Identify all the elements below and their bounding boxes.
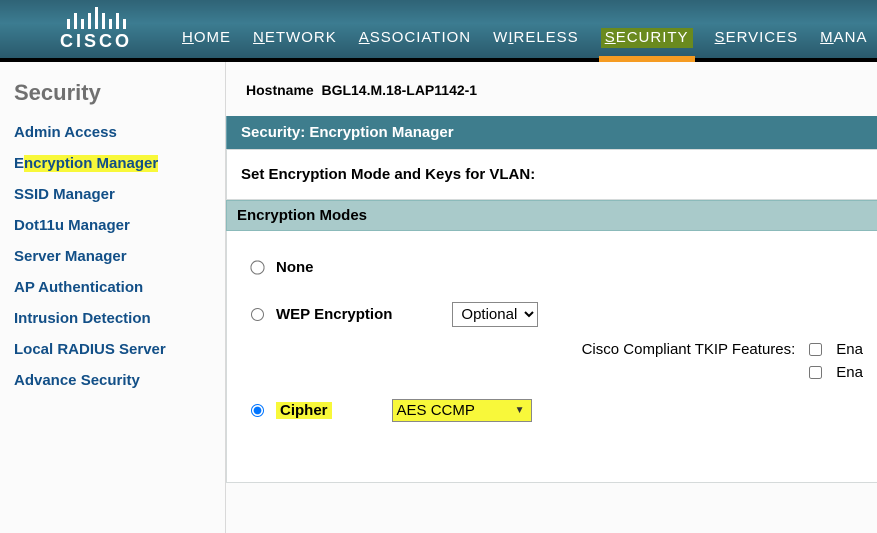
sidebar-item-local-radius[interactable]: Local RADIUS Server <box>14 341 211 358</box>
nav-wireless[interactable]: WIRELESS <box>493 29 579 48</box>
encryption-modes-body: None WEP Encryption Optional Cisco Compl… <box>226 231 877 483</box>
option-none-row: None <box>251 259 863 276</box>
sidebar-item-admin-access[interactable]: Admin Access <box>14 124 211 141</box>
label-none: None <box>276 259 314 276</box>
sidebar-item-ap-authentication[interactable]: AP Authentication <box>14 279 211 296</box>
sidebar: Security Admin Access Encryption Manager… <box>0 62 226 533</box>
cisco-logo: CISCO <box>60 5 132 52</box>
sidebar-item-intrusion-detection[interactable]: Intrusion Detection <box>14 310 211 327</box>
encmgr-highlight: ncryption Manager <box>24 155 158 172</box>
top-bar: CISCO HOME NETWORK ASSOCIATION WIRELESS … <box>0 0 877 62</box>
sidebar-item-advance-security[interactable]: Advance Security <box>14 372 211 389</box>
tkip-ena-1: Ena <box>836 341 863 358</box>
option-cipher-row: Cipher AES CCMP <box>251 399 863 422</box>
nav-association[interactable]: ASSOCIATION <box>359 29 471 48</box>
hostname-label: Hostname <box>246 82 314 98</box>
nav-security[interactable]: SECURITY <box>601 28 693 48</box>
checkbox-tkip-2[interactable] <box>809 364 822 381</box>
sidebar-title: Security <box>14 80 211 106</box>
tkip-features-row: Cisco Compliant TKIP Features: Ena <box>251 341 863 358</box>
label-wep: WEP Encryption <box>276 306 392 323</box>
nav-home[interactable]: HOME <box>182 29 231 48</box>
sidebar-item-server-manager[interactable]: Server Manager <box>14 248 211 265</box>
cipher-select[interactable]: AES CCMP <box>392 399 532 422</box>
nav-network[interactable]: NETWORK <box>253 29 337 48</box>
main-layout: Security Admin Access Encryption Manager… <box>0 62 877 533</box>
tkip-features-row-2: Ena <box>251 364 863 381</box>
tkip-ena-2: Ena <box>836 364 863 381</box>
cisco-logo-icon <box>67 5 126 29</box>
brand-text: CISCO <box>60 31 132 52</box>
top-nav: HOME NETWORK ASSOCIATION WIRELESS SECURI… <box>182 28 867 48</box>
nav-services[interactable]: SERVICES <box>715 29 799 48</box>
option-wep-row: WEP Encryption Optional <box>251 302 863 327</box>
radio-cipher[interactable] <box>251 404 264 417</box>
tkip-label: Cisco Compliant TKIP Features: <box>582 341 796 358</box>
sidebar-item-ssid-manager[interactable]: SSID Manager <box>14 186 211 203</box>
hostname-value: BGL14.M.18-LAP1142-1 <box>321 82 477 98</box>
radio-wep[interactable] <box>251 308 264 321</box>
label-cipher: Cipher <box>276 402 332 419</box>
panel-title: Security: Encryption Manager <box>226 116 877 149</box>
cipher-select-value: AES CCMP <box>397 402 475 419</box>
encmgr-prefix: E <box>14 155 24 172</box>
radio-none[interactable] <box>250 260 264 274</box>
sidebar-item-encryption-manager[interactable]: Encryption Manager <box>14 155 211 172</box>
sidebar-item-dot11u-manager[interactable]: Dot11u Manager <box>14 217 211 234</box>
panel-subtitle: Set Encryption Mode and Keys for VLAN: <box>226 149 877 200</box>
nav-management[interactable]: MANA <box>820 29 867 48</box>
wep-select[interactable]: Optional <box>452 302 538 327</box>
content-area: Hostname BGL14.M.18-LAP1142-1 Security: … <box>226 62 877 533</box>
checkbox-tkip-1[interactable] <box>809 343 822 356</box>
encryption-modes-title: Encryption Modes <box>226 200 877 231</box>
hostname-row: Hostname BGL14.M.18-LAP1142-1 <box>246 82 877 98</box>
